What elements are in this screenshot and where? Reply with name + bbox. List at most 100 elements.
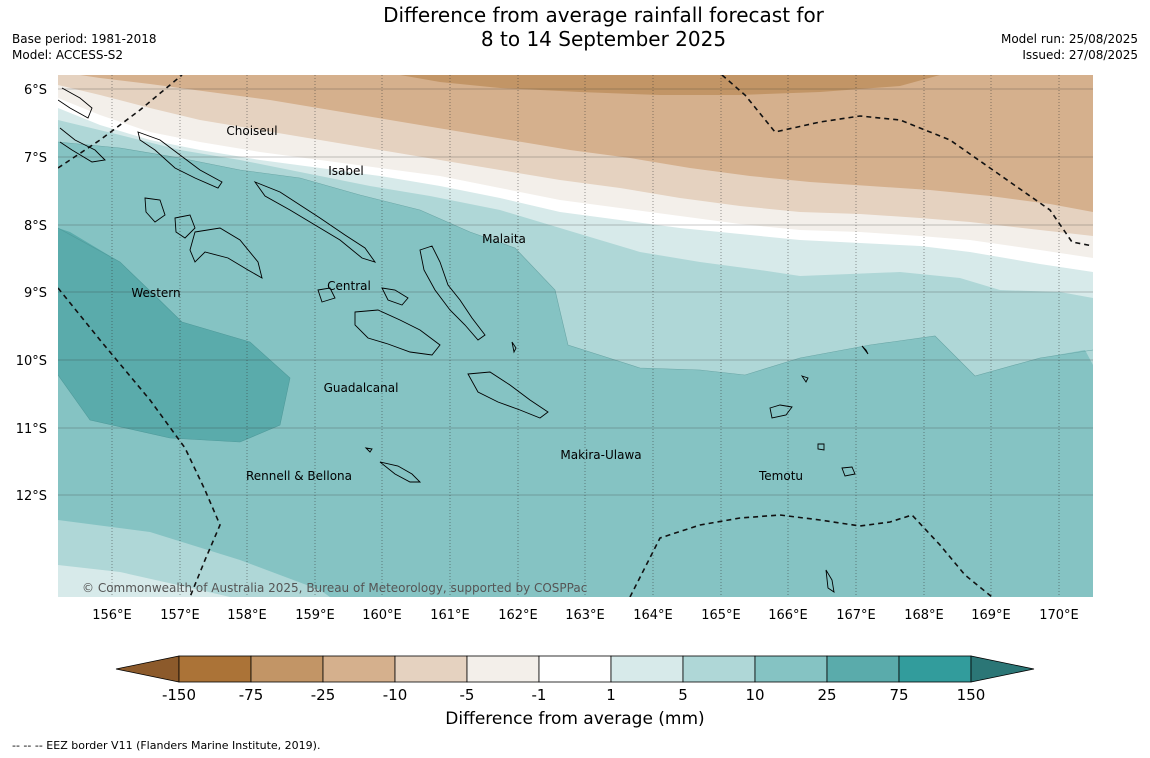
small-island-south — [825, 569, 835, 593]
region-label-western: Western — [131, 286, 180, 300]
colorbar-tick-label: -1 — [532, 686, 547, 704]
colorbar-extend-low — [115, 655, 180, 683]
lat-label: 12°S — [16, 489, 47, 504]
region-label-rennell-bellona: Rennell & Bellona — [246, 469, 352, 483]
rennell-island — [379, 461, 422, 483]
lat-gridlines — [58, 88, 1093, 496]
colorbar-extend-high — [970, 655, 1035, 683]
colorbar-swatch — [322, 655, 396, 683]
reef-island — [861, 345, 869, 355]
region-label-central: Central — [327, 279, 371, 293]
colorbar-swatch — [682, 655, 756, 683]
lon-label: 166°E — [768, 608, 808, 623]
santa-cruz-island — [769, 404, 793, 419]
issued-date: Issued: 27/08/2025 — [1022, 48, 1138, 62]
colorbar-swatch — [754, 655, 828, 683]
lon-label: 157°E — [160, 608, 200, 623]
region-label-guadalcanal: Guadalcanal — [324, 381, 399, 395]
lat-label: 11°S — [16, 422, 47, 437]
colorbar-swatch — [826, 655, 900, 683]
copyright-notice: © Commonwealth of Australia 2025, Bureau… — [82, 581, 587, 595]
lon-label: 169°E — [971, 608, 1011, 623]
colorbar-tick-label: 75 — [889, 686, 908, 704]
title-line-1: Difference from average rainfall forecas… — [383, 3, 824, 27]
islands — [58, 87, 869, 593]
bougainville-island — [58, 87, 93, 119]
band-minus75-minus25 — [400, 75, 940, 95]
title-line-2: 8 to 14 September 2025 — [480, 27, 727, 51]
lat-label: 10°S — [16, 354, 47, 369]
duff-islands — [800, 375, 809, 383]
kolombangara-island — [174, 214, 196, 239]
colorbar-swatch — [538, 655, 612, 683]
bellona-island — [364, 447, 373, 453]
lon-label: 156°E — [92, 608, 132, 623]
band-minus25-minus10 — [80, 75, 1093, 212]
contour-field — [58, 75, 1093, 597]
base-period: Base period: 1981-2018 — [12, 32, 157, 46]
region-label-makira-ulawa: Makira-Ulawa — [560, 448, 641, 462]
map-title: Difference from average rainfall forecas… — [0, 3, 1150, 51]
makira-island — [467, 371, 549, 419]
lat-label: 8°S — [24, 219, 47, 234]
region-label-temotu: Temotu — [758, 469, 803, 483]
malaita-island — [419, 245, 486, 341]
lat-axis-labels: 6°S 7°S 8°S 9°S 10°S 11°S 12°S — [16, 83, 47, 504]
colorbar-title: Difference from average (mm) — [445, 709, 705, 729]
colorbar-swatch — [466, 655, 540, 683]
model-info: Base period: 1981-2018 Model: ACCESS-S2 — [12, 31, 157, 63]
colorbar-tick-label: -5 — [460, 686, 475, 704]
russell-islands — [317, 287, 336, 303]
lon-label: 167°E — [836, 608, 876, 623]
choiseul-island — [137, 131, 223, 189]
colorbar-swatch — [610, 655, 684, 683]
tikopia-island — [841, 466, 856, 477]
ulawa-island — [511, 341, 517, 354]
eez-legend-note: -- -- -- EEZ border V11 (Flanders Marine… — [12, 739, 321, 752]
lon-label: 162°E — [498, 608, 538, 623]
model-run-date: Model run: 25/08/2025 — [1000, 32, 1138, 46]
region-labels: Choiseul Isabel Malaita Western Central … — [131, 124, 803, 483]
colorbar: -150 -75 -25 -10 -5 -1 1 5 10 25 75 150 — [115, 655, 1035, 704]
guadalcanal-island — [354, 309, 441, 356]
lon-gridlines — [111, 75, 1060, 597]
vella-lavella-island — [144, 197, 166, 223]
colorbar-swatch — [898, 655, 972, 683]
eez-borders — [58, 75, 1093, 597]
colorbar-tick-label: -150 — [162, 686, 196, 704]
lon-label: 165°E — [701, 608, 741, 623]
colorbar-tick-label: 10 — [745, 686, 764, 704]
colorbar-tick-label: 25 — [817, 686, 836, 704]
isabel-island — [253, 181, 377, 263]
lon-label: 168°E — [904, 608, 944, 623]
region-label-malaita: Malaita — [482, 232, 526, 246]
colorbar-tick-label: -25 — [311, 686, 336, 704]
nggela-islands — [381, 287, 409, 306]
lon-label: 161°E — [430, 608, 470, 623]
lon-label: 163°E — [565, 608, 605, 623]
colorbar-tick-label: 1 — [606, 686, 616, 704]
band-25-75 — [58, 228, 290, 442]
vanikoro-island — [817, 443, 825, 451]
lon-axis-labels: 156°E 157°E 158°E 159°E 160°E 161°E 162°… — [92, 608, 1079, 623]
region-label-isabel: Isabel — [328, 164, 363, 178]
lat-label: 9°S — [24, 286, 47, 301]
colorbar-swatch — [178, 655, 252, 683]
new-georgia-island — [189, 227, 263, 279]
colorbar-tick-label: 5 — [678, 686, 688, 704]
band-1-5-south — [58, 565, 230, 597]
shortland-island — [59, 127, 106, 163]
lon-label: 164°E — [633, 608, 673, 623]
lat-label: 7°S — [24, 151, 47, 166]
lon-label: 170°E — [1039, 608, 1079, 623]
region-label-choiseul: Choiseul — [226, 124, 277, 138]
run-info: Model run: 25/08/2025 Issued: 27/08/2025 — [1001, 31, 1138, 63]
lon-label: 159°E — [295, 608, 335, 623]
colorbar-tick-label: -75 — [239, 686, 264, 704]
lat-label: 6°S — [24, 83, 47, 98]
colorbar-swatch — [250, 655, 324, 683]
model-name: Model: ACCESS-S2 — [12, 48, 124, 62]
colorbar-tick-label: -10 — [383, 686, 408, 704]
colorbar-tick-label: 150 — [957, 686, 986, 704]
